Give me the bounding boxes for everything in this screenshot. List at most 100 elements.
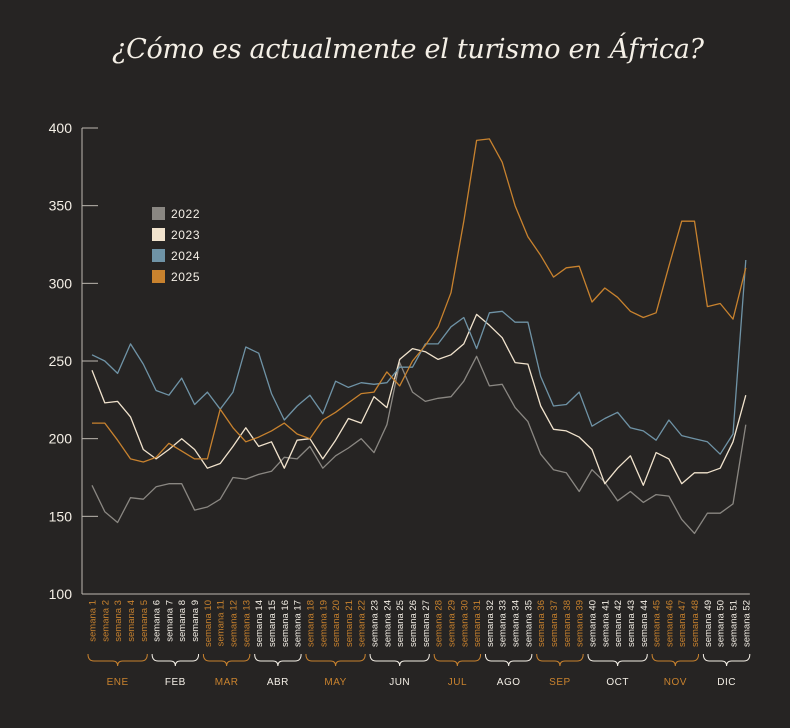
x-tick-label: semana 27 [421, 600, 432, 647]
x-tick-label: semana 21 [344, 600, 355, 647]
x-tick-label: semana 7 [164, 600, 175, 642]
y-tick-label: 100 [49, 586, 73, 602]
x-tick-label: semana 41 [600, 600, 611, 647]
axes: 100 150 200 250 300 350 400 [49, 120, 750, 602]
series-line-2023 [91, 313, 747, 486]
x-tick-label: semana 12 [229, 600, 240, 647]
chart-title: ¿Cómo es actualmente el turismo en Áfric… [112, 34, 704, 65]
month-brace-OCT [587, 653, 648, 667]
legend-label-2023: 2023 [171, 228, 200, 242]
x-tick-labels: semana 1 semana 2 semana 3 semana 4 semana 5… [88, 600, 753, 647]
x-tick-label: semana 47 [677, 600, 688, 647]
y-tick-label: 400 [49, 120, 73, 136]
x-tick-label: semana 5 [139, 600, 150, 642]
x-tick-label: semana 3 [113, 600, 124, 642]
x-tick-label: semana 10 [203, 600, 214, 647]
month-brace-MAY [305, 653, 366, 667]
x-tick-label: semana 30 [459, 600, 470, 647]
x-tick-label: semana 29 [446, 600, 457, 647]
x-tick-label: semana 40 [587, 600, 598, 647]
x-tick-label: semana 28 [434, 600, 445, 647]
x-tick-label: semana 42 [613, 600, 624, 647]
legend-swatch-2025 [152, 270, 165, 283]
month-brace-JUL [433, 653, 482, 667]
x-tick-label: semana 16 [280, 600, 291, 647]
x-tick-label: semana 15 [267, 600, 278, 647]
month-label-MAR: MAR [215, 677, 239, 688]
x-tick-label: semana 4 [126, 600, 137, 642]
legend-swatch-2023 [152, 228, 165, 241]
month-label-ABR: ABR [267, 677, 289, 688]
x-tick-label: semana 45 [652, 600, 663, 647]
month-label-NOV: NOV [664, 677, 687, 688]
legend-label-2025: 2025 [171, 270, 200, 284]
x-tick-label: semana 37 [549, 600, 560, 647]
x-tick-label: semana 34 [511, 600, 522, 647]
month-brace-DIC [702, 653, 751, 667]
y-tick-label: 300 [49, 275, 73, 291]
month-brace-NOV [651, 653, 700, 667]
x-tick-label: semana 8 [177, 600, 188, 642]
x-tick-label: semana 48 [690, 600, 701, 647]
month-label-JUL: JUL [448, 677, 467, 688]
x-tick-label: semana 14 [254, 600, 265, 647]
series-line-2024 [91, 259, 747, 455]
legend: 2022 2023 2024 2025 [152, 207, 200, 284]
series-line-2022 [91, 355, 747, 535]
x-tick-label: semana 46 [664, 600, 675, 647]
y-tick-label: 200 [49, 431, 73, 447]
x-tick-label: semana 23 [370, 600, 381, 647]
series-line-2025 [92, 138, 747, 463]
legend-swatch-2022 [152, 207, 165, 220]
x-tick-label: semana 44 [639, 600, 650, 647]
month-label-JUN: JUN [389, 677, 410, 688]
x-tick-label: semana 39 [575, 600, 586, 647]
x-tick-label: semana 25 [395, 600, 406, 647]
x-tick-label: semana 11 [216, 600, 227, 646]
month-label-SEP: SEP [549, 677, 571, 688]
x-tick-label: semana 36 [536, 600, 547, 647]
month-brace-ABR [254, 653, 302, 667]
x-tick-label: semana 38 [562, 600, 573, 647]
x-tick-label: semana 6 [152, 600, 163, 642]
x-tick-label: semana 32 [485, 600, 496, 647]
month-label-DIC: DIC [717, 677, 736, 688]
x-tick-label: semana 52 [741, 600, 752, 647]
x-tick-label: semana 9 [190, 600, 201, 642]
x-tick-label: semana 26 [408, 600, 419, 647]
month-brace-FEB [151, 653, 200, 667]
x-tick-label: semana 1 [88, 600, 99, 642]
month-brace-JUN [369, 653, 430, 667]
x-tick-label: semana 43 [626, 600, 637, 647]
month-brace-SEP [536, 653, 584, 667]
x-tick-label: semana 20 [331, 600, 342, 647]
month-label-AGO: AGO [497, 677, 521, 688]
month-label-OCT: OCT [606, 677, 629, 688]
legend-label-2022: 2022 [171, 207, 200, 221]
x-tick-label: semana 18 [305, 600, 316, 647]
month-groups: ENE FEB MAR ABR MAY JUN JUL AGO SEP OCT NOV DIC [87, 653, 751, 688]
y-tick-label: 150 [49, 508, 73, 524]
x-tick-label: semana 2 [100, 600, 111, 642]
month-label-FEB: FEB [165, 677, 186, 688]
month-brace-ENE [87, 653, 148, 667]
month-label-ENE: ENE [107, 677, 129, 688]
x-tick-label: semana 51 [729, 600, 740, 647]
month-label-MAY: MAY [324, 677, 346, 688]
x-tick-label: semana 17 [293, 600, 304, 647]
y-tick-label: 250 [49, 353, 73, 369]
legend-label-2024: 2024 [171, 249, 200, 263]
x-tick-label: semana 50 [716, 600, 727, 647]
month-brace-MAR [202, 653, 251, 667]
x-tick-label: semana 22 [357, 600, 368, 647]
x-tick-label: semana 24 [382, 600, 393, 647]
series-lines [91, 138, 747, 535]
x-tick-label: semana 31 [472, 600, 483, 647]
x-tick-label: semana 49 [703, 600, 714, 647]
x-tick-label: semana 19 [318, 600, 329, 647]
x-tick-label: semana 13 [241, 600, 252, 647]
x-tick-label: semana 33 [498, 600, 509, 647]
legend-swatch-2024 [152, 249, 165, 262]
y-tick-label: 350 [49, 198, 73, 214]
